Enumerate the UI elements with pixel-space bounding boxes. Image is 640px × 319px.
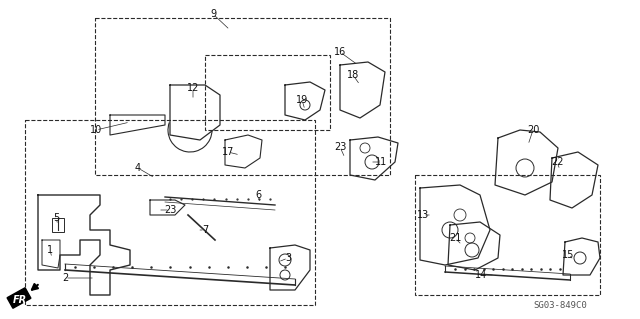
Text: 9: 9	[210, 9, 216, 19]
Text: 21: 21	[449, 233, 461, 243]
Text: 23: 23	[334, 142, 346, 152]
Text: 10: 10	[90, 125, 102, 135]
Text: 12: 12	[187, 83, 199, 93]
Text: 11: 11	[375, 157, 387, 167]
Text: SG03-849C0: SG03-849C0	[533, 300, 587, 309]
Text: 14: 14	[475, 270, 487, 280]
Text: 20: 20	[527, 125, 539, 135]
Text: 4: 4	[135, 163, 141, 173]
Text: 2: 2	[62, 273, 68, 283]
Bar	[95, 18, 390, 175]
Text: 19: 19	[296, 95, 308, 105]
Text: 22: 22	[551, 157, 563, 167]
Text: 16: 16	[334, 47, 346, 57]
Text: 1: 1	[47, 245, 53, 255]
Text: 3: 3	[285, 253, 291, 263]
Text: 23: 23	[164, 205, 176, 215]
Text: 17: 17	[222, 147, 234, 157]
Text: 6: 6	[255, 190, 261, 200]
Bar	[205, 55, 330, 130]
Text: 5: 5	[53, 213, 59, 223]
Bar	[25, 120, 315, 305]
Text: 7: 7	[202, 225, 208, 235]
Text: 18: 18	[347, 70, 359, 80]
Bar	[415, 175, 600, 295]
Text: 13: 13	[417, 210, 429, 220]
Text: 15: 15	[562, 250, 574, 260]
Text: FR.: FR.	[13, 295, 31, 305]
FancyArrow shape	[7, 288, 31, 308]
Bar	[52, 218, 64, 232]
